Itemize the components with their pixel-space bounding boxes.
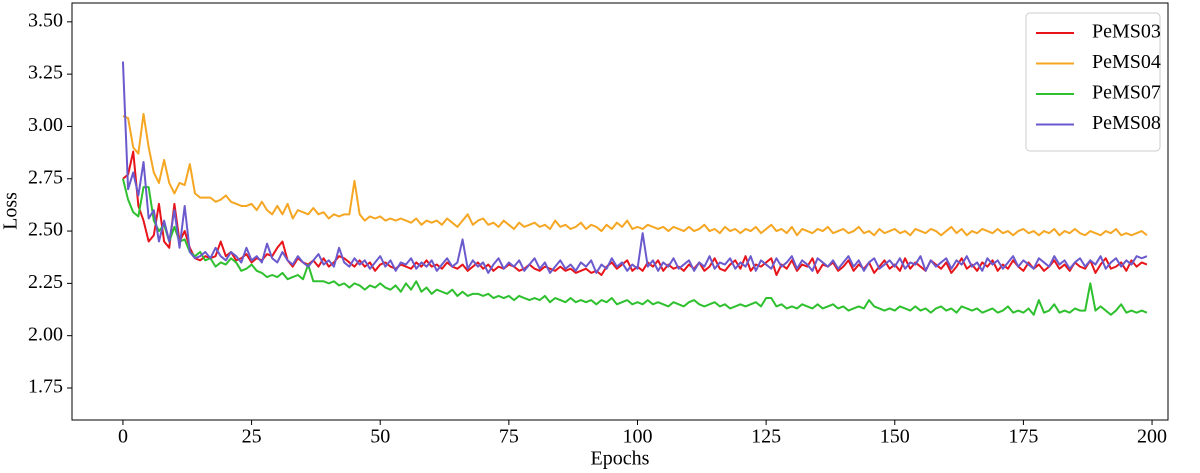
legend-label: PeMS08 bbox=[1092, 112, 1161, 134]
legend-label: PeMS07 bbox=[1092, 82, 1161, 104]
x-tick-label: 175 bbox=[1008, 426, 1038, 448]
y-axis-label: Loss bbox=[0, 192, 22, 230]
data-line bbox=[122, 150, 1148, 276]
data-line bbox=[121, 178, 1148, 316]
x-tick-label: 75 bbox=[499, 426, 519, 448]
data-line bbox=[122, 112, 1148, 237]
y-tick-label: 3.00 bbox=[28, 114, 63, 136]
x-tick-label: 0 bbox=[118, 426, 128, 448]
x-tick-label: 25 bbox=[242, 426, 262, 448]
legend-label: PeMS03 bbox=[1092, 21, 1161, 43]
legend-box bbox=[1025, 12, 1161, 152]
y-tick-label: 2.25 bbox=[28, 271, 63, 293]
x-tick-label: 200 bbox=[1137, 426, 1167, 448]
data-line bbox=[121, 61, 1148, 274]
y-tick-label: 2.75 bbox=[28, 166, 63, 188]
x-tick-label: 100 bbox=[622, 426, 652, 448]
y-tick-label: 1.75 bbox=[28, 376, 63, 398]
x-axis-label: Epochs bbox=[591, 448, 650, 470]
y-tick-label: 2.50 bbox=[28, 219, 63, 241]
plot-frame bbox=[71, 2, 1169, 421]
x-tick-label: 150 bbox=[880, 426, 910, 448]
y-tick-label: 3.50 bbox=[28, 9, 63, 31]
y-tick-label: 3.25 bbox=[28, 62, 63, 84]
legend-label: PeMS04 bbox=[1092, 51, 1161, 73]
x-tick-label: 125 bbox=[751, 426, 781, 448]
y-tick-label: 2.00 bbox=[28, 323, 63, 345]
x-tick-label: 50 bbox=[370, 426, 390, 448]
